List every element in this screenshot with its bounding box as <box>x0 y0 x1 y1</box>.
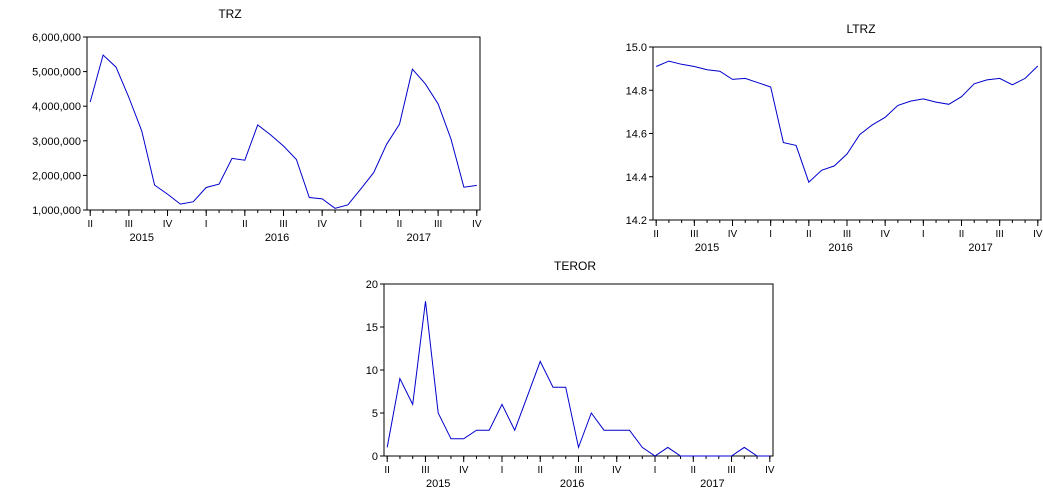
y-tick-label: 4,000,000 <box>32 101 81 113</box>
chart-ltrz-y-axis: 14.2 14.4 14.6 14.8 15.0 <box>626 42 653 227</box>
x-year-label: 2017 <box>700 478 724 490</box>
x-quarter-label: I <box>359 219 362 230</box>
x-quarter-label: III <box>125 219 133 230</box>
x-quarter-label: III <box>434 219 442 230</box>
x-quarter-label: I <box>922 229 925 240</box>
chart-teror-series-line <box>386 301 770 457</box>
y-tick-label: 5,000,000 <box>32 67 81 79</box>
chart-trz-title: TRZ <box>218 7 241 21</box>
chart-trz: TRZ 1,000,000 2,000,000 3,000,000 4,000,000… <box>32 7 482 244</box>
chart-ltrz-plot-frame <box>652 46 1042 221</box>
x-year-label: 2015 <box>695 242 719 254</box>
chart-ltrz-series-line <box>656 60 1039 184</box>
x-quarter-label: II <box>397 219 403 230</box>
x-quarter-label: II <box>384 465 390 476</box>
x-year-label: 2016 <box>560 478 584 490</box>
x-quarter-label: IV <box>472 219 482 230</box>
x-quarter-label: III <box>995 229 1003 240</box>
x-year-label: 2015 <box>426 478 450 490</box>
y-tick-label: 3,000,000 <box>32 136 81 148</box>
x-year-label: 2017 <box>968 242 992 254</box>
chart-ltrz: LTRZ 14.214.414.614.815.0 II III IV I II III I… <box>626 22 1043 254</box>
chart-teror-y-axis: 0 5 10 15 20 <box>366 279 384 463</box>
y-tick-label: 10 <box>366 365 378 377</box>
x-quarter-label: III <box>727 465 735 476</box>
x-year-label: 2016 <box>828 242 852 254</box>
y-tick-label: 14.2 <box>626 215 647 227</box>
chart-trz-plot-frame <box>86 36 481 211</box>
x-quarter-label: III <box>843 229 851 240</box>
x-quarter-label: II <box>242 219 248 230</box>
y-tick-label: 6,000,000 <box>32 32 81 44</box>
y-tick-label: 15.0 <box>626 42 647 54</box>
y-tick-label: 14.4 <box>626 172 647 184</box>
x-year-label: 2015 <box>130 232 154 244</box>
y-tick-label: 2,000,000 <box>32 170 81 182</box>
x-quarter-label: IV <box>765 465 775 476</box>
x-quarter-label: III <box>574 465 582 476</box>
x-quarter-label: I <box>654 465 657 476</box>
y-tick-label: 14.8 <box>626 85 647 97</box>
x-quarter-label: I <box>769 229 772 240</box>
x-quarter-label: IV <box>728 229 738 240</box>
y-tick-label: 15 <box>366 322 378 334</box>
x-quarter-label: IV <box>459 465 469 476</box>
chart-trz-series-line <box>89 54 477 209</box>
x-year-label: 2017 <box>407 232 431 244</box>
y-tick-label: 1,000,000 <box>32 205 81 217</box>
y-tick-label: 20 <box>366 279 378 291</box>
x-quarter-label: II <box>653 229 659 240</box>
chart-ltrz-title: LTRZ <box>846 22 875 36</box>
chart-teror-title: TEROR <box>554 259 596 273</box>
y-tick-label: 5 <box>372 408 378 420</box>
chart-trz-y-axis: 1,000,000 2,000,000 3,000,000 4,000,000 5,00… <box>32 32 87 217</box>
x-year-label: 2016 <box>265 232 289 244</box>
x-quarter-label: IV <box>163 219 173 230</box>
x-quarter-label: IV <box>1033 229 1043 240</box>
x-quarter-label: IV <box>317 219 327 230</box>
y-tick-label: 14.6 <box>626 129 647 141</box>
x-quarter-label: I <box>501 465 504 476</box>
x-quarter-label: II <box>959 229 965 240</box>
y-tick-label: 0 <box>372 451 378 463</box>
x-quarter-label: III <box>421 465 429 476</box>
x-quarter-label: IV <box>612 465 622 476</box>
x-quarter-label: III <box>690 229 698 240</box>
x-quarter-label: II <box>87 219 93 230</box>
x-quarter-label: IV <box>880 229 890 240</box>
x-quarter-label: II <box>537 465 543 476</box>
x-quarter-label: II <box>691 465 697 476</box>
x-quarter-label: I <box>205 219 208 230</box>
x-quarter-label: II <box>806 229 812 240</box>
x-quarter-label: III <box>279 219 287 230</box>
chart-teror-plot-frame <box>383 283 774 457</box>
